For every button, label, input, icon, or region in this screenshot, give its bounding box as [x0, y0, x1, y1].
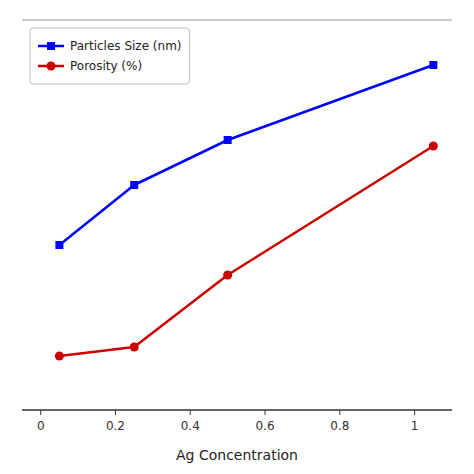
series [55, 142, 438, 361]
x-tick-label: 0.8 [330, 419, 349, 433]
x-tick-label: 1 [411, 419, 419, 433]
point [55, 241, 63, 249]
x-axis-line [22, 409, 452, 411]
x-tick [40, 410, 41, 415]
plot-area [55, 61, 438, 361]
legend-box [30, 28, 190, 84]
x-tick-label: 0.6 [255, 419, 274, 433]
x-tick [115, 410, 116, 415]
x-tick [414, 410, 415, 415]
point [429, 142, 438, 151]
legend-label: Particles Size (nm) [70, 39, 182, 53]
x-tick-label: 0.2 [106, 419, 125, 433]
series [55, 61, 437, 249]
x-axis-label: Ag Concentration [176, 447, 298, 463]
legend-label: Porosity (%) [70, 59, 142, 73]
point [429, 61, 437, 69]
point [130, 181, 138, 189]
x-tick-label: 0.4 [181, 419, 200, 433]
series-line [59, 146, 433, 356]
point [130, 343, 139, 352]
plot-frame [22, 20, 452, 21]
point [55, 352, 64, 361]
series-line [59, 65, 433, 245]
x-tick-label: 0 [37, 419, 45, 433]
x-tick [339, 410, 340, 415]
legend: Particles Size (nm) Porosity (%) [30, 28, 190, 84]
x-axis: 0 0.2 0.4 0.6 0.8 1 [22, 20, 452, 433]
x-tick [265, 410, 266, 415]
legend-marker [47, 42, 55, 50]
legend-marker [47, 62, 56, 71]
point [224, 136, 232, 144]
chart: 0 0.2 0.4 0.6 0.8 1 Ag Concentration Particles … [0, 0, 474, 474]
point [223, 271, 232, 280]
x-tick [190, 410, 191, 415]
